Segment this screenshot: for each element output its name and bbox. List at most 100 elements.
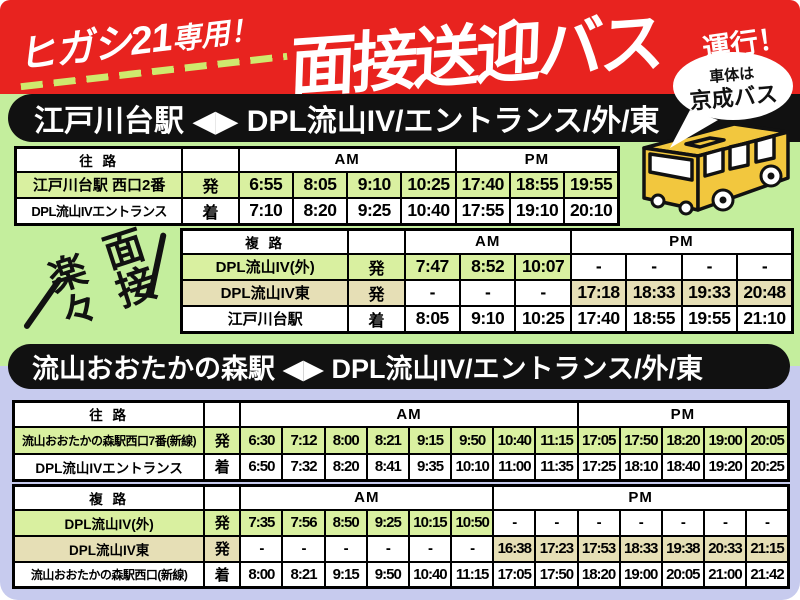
time-cell: 21:15: [745, 534, 790, 563]
bus-icon: 車体は 京成バス: [642, 52, 793, 216]
time-cell: -: [281, 534, 326, 563]
stop-label: 江戸川台駅 西口2番: [14, 170, 184, 199]
am-header: AM: [239, 484, 495, 511]
time-cell: 17:05: [492, 560, 537, 589]
time-cell: 17:50: [618, 425, 663, 455]
blank-header: [181, 146, 240, 173]
time-cell: 18:55: [625, 304, 683, 333]
table-row: DPL流山IV(外) 発 7:35 7:56 8:50 9:25 10:15 10:50- - -…: [12, 508, 790, 537]
time-cell: 10:07: [514, 252, 572, 281]
time-cell: 6:30: [239, 425, 284, 455]
time-cell: 7:32: [281, 452, 326, 482]
route-type-header: 複 路: [12, 484, 206, 511]
timetable-edogawadai-return: 複 路 AM PM DPL流山IV(外) 発 7:47 8:52 10:07- - - - DPL流山…: [180, 228, 794, 334]
time-cell: 8:20: [323, 452, 368, 482]
table-row: DPL流山IV(外) 発 7:47 8:52 10:07- - - -: [180, 252, 794, 281]
table-row: 流山おおたかの森駅西口(新線) 着 8:00 8:21 9:15 9:50 10:40 11:…: [12, 560, 790, 589]
time-cell: 10:50: [450, 508, 495, 537]
time-cell: 6:55: [237, 170, 294, 199]
time-cell: 6:50: [239, 452, 284, 482]
time-cell: 18:20: [660, 425, 706, 455]
time-cell: 7:12: [281, 425, 326, 455]
time-cell: 9:50: [365, 560, 410, 589]
time-cell: 10:25: [400, 170, 457, 199]
time-cell: -: [514, 278, 572, 307]
route-badge: ヒガシ21専用！: [13, 0, 261, 81]
time-cell: -: [660, 508, 705, 537]
time-cell: -: [407, 534, 453, 563]
depart-arrive-mark: 発: [203, 534, 242, 563]
stop-label: 流山おおたかの森駅西口(新線): [12, 560, 206, 589]
time-cell: -: [534, 508, 579, 537]
time-cell: 19:55: [563, 170, 620, 199]
blank-header: [347, 228, 406, 255]
time-cell: 17:53: [576, 534, 621, 563]
time-cell: -: [492, 508, 537, 537]
depart-arrive-mark: 発: [347, 252, 406, 281]
time-cell: 10:15: [407, 508, 453, 537]
am-header: AM: [237, 146, 457, 173]
time-cell: -: [450, 534, 495, 563]
depart-arrive-mark: 着: [203, 560, 242, 589]
table-row: 江戸川台駅 西口2番発 6:55 8:05 9:10 10:25 17:40 18:55 19…: [14, 170, 620, 199]
time-cell: 17:23: [534, 534, 579, 563]
time-cell: 8:21: [365, 425, 410, 455]
time-cell: 11:15: [450, 560, 495, 589]
time-cell: 10:25: [514, 304, 572, 333]
pm-header: PM: [569, 228, 794, 255]
stop-label: 江戸川台駅: [180, 304, 350, 333]
time-cell: -: [403, 278, 461, 307]
time-cell: 17:55: [454, 196, 511, 225]
time-cell: -: [625, 252, 683, 281]
decoration-text-left: 楽々: [37, 249, 101, 335]
time-cell: 10:10: [450, 452, 495, 482]
bubble-text-top: 車体は: [708, 64, 754, 86]
time-cell: 19:00: [703, 425, 748, 455]
time-cell: -: [239, 534, 284, 563]
time-cell: 18:55: [508, 170, 566, 199]
time-cell: 20:33: [702, 534, 748, 563]
depart-arrive-mark: 着: [203, 452, 242, 482]
stop-label: DPL流山IV東: [180, 278, 350, 307]
pm-header: PM: [454, 146, 620, 173]
time-cell: 19:55: [680, 304, 739, 333]
badge-sub-text: 専用！: [170, 14, 261, 57]
am-header: AM: [403, 228, 572, 255]
header-band: ヒガシ21専用！ 面接送迎バス 運行！: [0, 0, 800, 105]
timetable-edogawadai-outbound: 往 路 AM PM 江戸川台駅 西口2番発 6:55 8:05 9:10 10:25 17:40…: [14, 146, 620, 226]
time-cell: 20:10: [563, 196, 620, 225]
table-row: DPL流山IVエントランス着 7:10 8:20 9:25 10:40 17:55 19:1…: [14, 196, 620, 225]
banner-edogawadai: 江戸川台駅 ◀▶ DPL流山IV/エントランス/外/東: [8, 94, 800, 142]
time-cell: 18:20: [576, 560, 621, 589]
time-cell: 7:47: [403, 252, 461, 281]
blank-header: [203, 400, 242, 428]
time-cell: 17:05: [576, 425, 621, 455]
route-type-header: 往 路: [14, 146, 184, 173]
stop-label: DPL流山IVエントランス: [12, 452, 206, 482]
table-row: DPL流山IV東発 - - -17:18 18:33 19:33 20:48: [180, 278, 794, 307]
time-cell: 19:20: [703, 452, 748, 482]
depart-arrive-mark: 着: [181, 196, 240, 225]
table-row: DPL流山IV東発 - - - - - -16:38 17:23 17:53 18:33 19:38…: [12, 534, 790, 563]
pm-header: PM: [492, 484, 790, 511]
time-cell: 17:40: [454, 170, 511, 199]
time-cell: 18:10: [618, 452, 663, 482]
stop-label: DPL流山IV(外): [180, 252, 350, 281]
am-header: AM: [239, 400, 579, 428]
time-cell: 17:40: [569, 304, 628, 333]
time-cell: 11:00: [492, 452, 537, 482]
speech-bubble: 車体は 京成バス: [670, 52, 793, 148]
time-cell: 9:35: [407, 452, 453, 482]
stop-label: DPL流山IVエントランス: [14, 196, 184, 225]
time-cell: 9:10: [458, 304, 517, 333]
time-cell: 20:05: [660, 560, 705, 589]
decoration-text-right: 面接: [92, 223, 160, 313]
route-type-header: 往 路: [12, 400, 206, 428]
time-cell: 21:42: [745, 560, 790, 589]
time-cell: 9:15: [407, 425, 453, 455]
time-cell: 19:10: [508, 196, 566, 225]
time-cell: 19:33: [680, 278, 739, 307]
time-cell: 8:05: [291, 170, 349, 199]
time-cell: -: [365, 534, 410, 563]
